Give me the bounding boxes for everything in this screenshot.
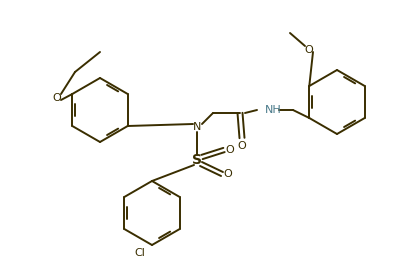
- Text: O: O: [238, 141, 246, 151]
- Text: Cl: Cl: [135, 248, 145, 258]
- Text: O: O: [226, 145, 234, 155]
- Text: N: N: [193, 122, 201, 132]
- Text: S: S: [192, 153, 202, 167]
- Text: O: O: [224, 169, 232, 179]
- Text: O: O: [304, 45, 313, 55]
- Text: O: O: [53, 93, 61, 103]
- Text: NH: NH: [265, 105, 282, 115]
